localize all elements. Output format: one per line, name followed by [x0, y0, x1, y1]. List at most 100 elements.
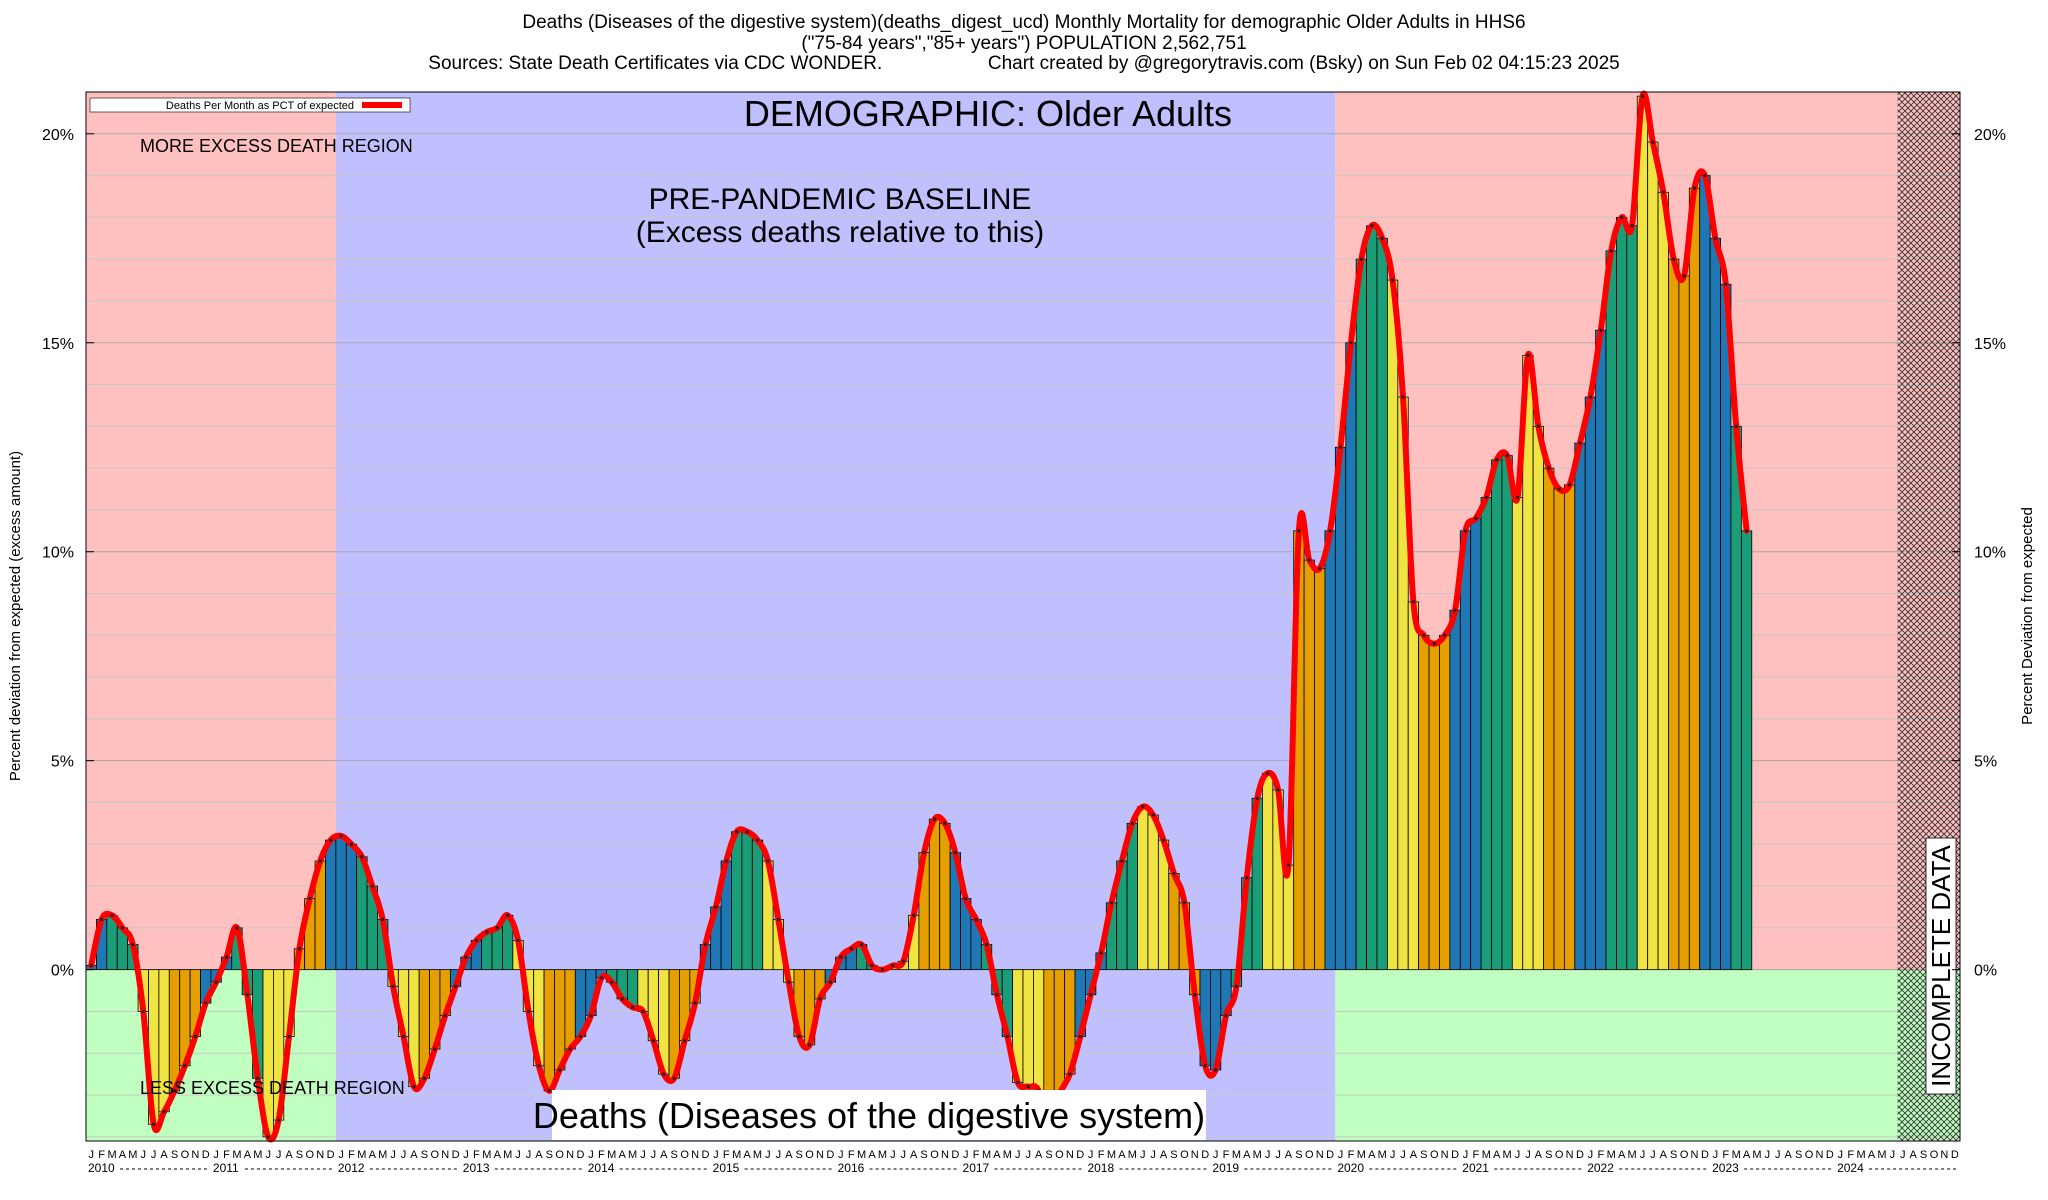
data-point [443, 1014, 447, 1018]
month-tick-label: M [857, 1149, 866, 1161]
data-point [1068, 1072, 1072, 1076]
data-point [1411, 600, 1415, 604]
month-tick-label: N [1691, 1149, 1699, 1161]
month-tick-label: M [232, 1149, 241, 1161]
data-point [1234, 984, 1238, 988]
month-tick-label: J [1525, 1149, 1531, 1161]
month-tick-label: M [1482, 1149, 1491, 1161]
data-point [1078, 1035, 1082, 1039]
data-point [599, 976, 603, 980]
data-point [277, 1118, 281, 1122]
data-point [1182, 901, 1186, 905]
bar [1355, 258, 1367, 971]
data-point [537, 1064, 541, 1068]
month-tick-label: M [1607, 1149, 1616, 1161]
bar [1616, 216, 1628, 971]
month-tick-label: J [963, 1149, 969, 1161]
month-tick-label: D [951, 1149, 959, 1161]
bar [1647, 141, 1659, 971]
data-point [370, 884, 374, 888]
data-point [1016, 1080, 1020, 1084]
data-point [1370, 224, 1374, 228]
data-point [339, 834, 343, 838]
data-point [131, 943, 135, 947]
bar [1501, 455, 1513, 971]
month-tick-label: A [119, 1149, 127, 1161]
month-tick-label: F [1348, 1149, 1355, 1161]
data-point [1422, 633, 1426, 637]
month-tick-label: J [1140, 1149, 1146, 1161]
data-point [1141, 805, 1145, 809]
month-tick-label: O [181, 1149, 190, 1161]
data-point [756, 838, 760, 842]
month-tick-label: J [151, 1149, 157, 1161]
month-tick-label: N [1815, 1149, 1823, 1161]
year-label: 2024 [1837, 1161, 1864, 1175]
ytick-left: 20% [42, 127, 74, 144]
data-point [1693, 186, 1697, 190]
month-tick-label: O [805, 1149, 814, 1161]
month-tick-label: M [1732, 1149, 1741, 1161]
chart-subtitle: Deaths (Diseases of the digestive system… [533, 1095, 1205, 1136]
year-label: 2022 [1587, 1161, 1614, 1175]
data-point [152, 1122, 156, 1126]
month-tick-label: A [785, 1149, 793, 1161]
bar [1480, 496, 1492, 971]
data-point [1599, 328, 1603, 332]
month-tick-label: A [1160, 1149, 1168, 1161]
bar [1626, 225, 1638, 971]
data-point [1099, 951, 1103, 955]
data-point [1432, 642, 1436, 646]
data-point [89, 963, 93, 967]
month-tick-label: J [1900, 1149, 1906, 1161]
data-point [714, 905, 718, 909]
data-point [1463, 529, 1467, 533]
bar [1709, 237, 1721, 971]
data-point [870, 963, 874, 967]
data-point [495, 926, 499, 930]
month-tick-label: F [598, 1149, 605, 1161]
bar [1511, 496, 1524, 971]
legend-box [89, 97, 411, 113]
data-point [360, 855, 364, 859]
year-label: 2021 [1462, 1161, 1489, 1175]
chart-header-credit: Chart created by @gregorytravis.com (Bsk… [987, 53, 1620, 74]
month-tick-label: J [1890, 1149, 1896, 1161]
data-point [1443, 633, 1447, 637]
data-point [391, 984, 395, 988]
bar [1605, 250, 1617, 971]
ytick-left: 10% [42, 545, 74, 562]
month-tick-label: M [1857, 1149, 1866, 1161]
bar [1532, 425, 1544, 971]
month-tick-label: M [1877, 1149, 1886, 1161]
bar [1314, 568, 1326, 971]
data-point [818, 997, 822, 1001]
incomplete-label-box [1925, 837, 1957, 1095]
data-point [1713, 236, 1717, 240]
month-tick-label: F [473, 1149, 480, 1161]
incomplete-data-label: INCOMPLETE DATA [1926, 844, 1956, 1086]
month-tick-label: J [1640, 1149, 1646, 1161]
month-tick-label: M [1752, 1149, 1761, 1161]
month-tick-label: S [546, 1149, 553, 1161]
month-tick-label: S [1045, 1149, 1052, 1161]
legend-label: Deaths Per Month as PCT of expected [166, 100, 354, 112]
month-tick-label: J [588, 1149, 594, 1161]
month-tick-label: M [503, 1149, 512, 1161]
more-excess-region-left [86, 92, 336, 970]
month-tick-label: J [265, 1149, 271, 1161]
bar [1033, 969, 1045, 1092]
month-tick-label: O [1305, 1149, 1314, 1161]
month-tick-label: J [1650, 1149, 1656, 1161]
bar [1553, 488, 1565, 971]
month-tick-label: J [276, 1149, 282, 1161]
month-tick-label: M [1503, 1149, 1512, 1161]
month-tick-label: J [526, 1149, 532, 1161]
data-point [1339, 445, 1343, 449]
data-point [995, 993, 999, 997]
month-tick-label: F [848, 1149, 855, 1161]
data-point [1328, 529, 1332, 533]
data-point [381, 917, 385, 921]
year-label: 2010 [88, 1161, 115, 1175]
data-point [964, 897, 968, 901]
